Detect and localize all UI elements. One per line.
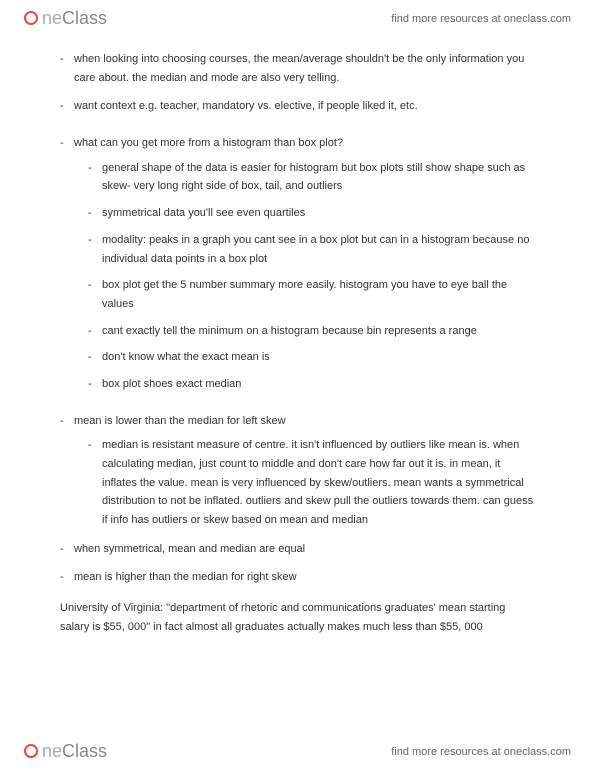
bullet-item: want context e.g. teacher, mandatory vs.… [60, 97, 535, 116]
bullet-text: want context e.g. teacher, mandatory vs.… [74, 100, 418, 112]
bullet-text: when looking into choosing courses, the … [74, 53, 524, 84]
sub-bullet-item: cant exactly tell the minimum on a histo… [88, 322, 535, 341]
sub-bullet-item: box plot shoes exact median [88, 375, 535, 394]
sub-bullet-item: median is resistant measure of centre. i… [88, 436, 535, 529]
sub-bullet-text: symmetrical data you'll see even quartil… [102, 207, 305, 219]
footer-tagline: find more resources at oneclass.com [391, 746, 571, 758]
logo-circle-icon [24, 744, 38, 758]
sub-bullet-item: symmetrical data you'll see even quartil… [88, 204, 535, 223]
page-header: ne Class find more resources at oneclass… [0, 0, 595, 37]
logo-circle-icon [24, 11, 38, 25]
sub-bullet-text: don't know what the exact mean is [102, 351, 270, 363]
bullet-item: when looking into choosing courses, the … [60, 50, 535, 87]
sub-bullet-item: box plot get the 5 number summary more e… [88, 276, 535, 313]
brand-logo: ne Class [24, 8, 107, 29]
header-tagline: find more resources at oneclass.com [391, 13, 571, 25]
brand-part2: Class [62, 741, 107, 762]
sub-bullet-item: don't know what the exact mean is [88, 348, 535, 367]
sub-bullet-text: box plot shoes exact median [102, 378, 241, 390]
bullet-item: what can you get more from a histogram t… [60, 134, 535, 394]
brand-part2: Class [62, 8, 107, 29]
document-body: when looking into choosing courses, the … [60, 50, 535, 720]
sub-bullet-item: modality: peaks in a graph you cant see … [88, 231, 535, 268]
sub-bullet-text: median is resistant measure of centre. i… [102, 439, 533, 526]
sub-bullet-text: modality: peaks in a graph you cant see … [102, 234, 529, 265]
paragraph-text: University of Virginia: "department of r… [60, 599, 535, 636]
bullet-text: mean is higher than the median for right… [74, 571, 297, 583]
sub-bullet-text: general shape of the data is easier for … [102, 162, 525, 193]
bullet-text: when symmetrical, mean and median are eq… [74, 543, 305, 555]
bullet-text: mean is lower than the median for left s… [74, 415, 286, 427]
bullet-item: mean is higher than the median for right… [60, 568, 535, 587]
brand-part1: ne [42, 8, 62, 29]
page-footer: ne Class find more resources at oneclass… [0, 733, 595, 770]
sub-bullet-item: general shape of the data is easier for … [88, 159, 535, 196]
sub-bullet-text: cant exactly tell the minimum on a histo… [102, 325, 477, 337]
sub-bullet-text: box plot get the 5 number summary more e… [102, 279, 507, 310]
brand-part1: ne [42, 741, 62, 762]
bullet-item: when symmetrical, mean and median are eq… [60, 540, 535, 559]
bullet-text: what can you get more from a histogram t… [74, 137, 343, 149]
brand-logo: ne Class [24, 741, 107, 762]
bullet-item: mean is lower than the median for left s… [60, 412, 535, 530]
